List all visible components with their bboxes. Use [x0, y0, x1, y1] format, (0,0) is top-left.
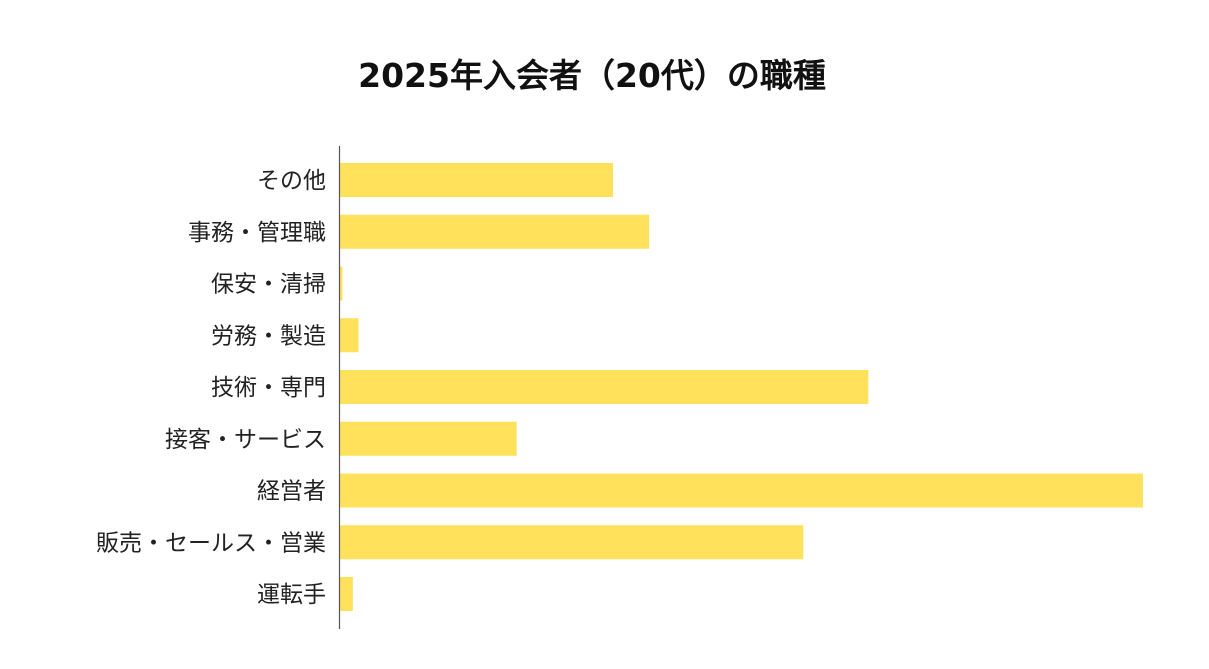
bar-8: [340, 577, 353, 611]
bar-1: [340, 214, 650, 249]
bar-5: [340, 421, 517, 456]
bar-6: [340, 473, 1143, 508]
bar-0: [340, 163, 614, 197]
category-label-6: 経営者: [257, 479, 326, 505]
category-label-1: 事務・管理職: [188, 220, 326, 246]
category-label-0: その他: [257, 168, 326, 194]
bar-4: [340, 370, 869, 404]
bars-group: [340, 163, 1143, 611]
bar-7: [340, 525, 804, 560]
category-label-7: 販売・セールス・営業: [96, 530, 326, 556]
category-label-8: 運転手: [257, 582, 326, 608]
bar-3: [340, 318, 359, 353]
category-labels-group: その他事務・管理職保安・清掃労務・製造技術・専門接客・サービス経営者販売・セール…: [96, 168, 326, 608]
category-label-2: 保安・清掃: [211, 272, 326, 298]
category-label-5: 接客・サービス: [165, 427, 326, 453]
category-label-4: 技術・専門: [211, 375, 326, 401]
category-label-3: 労務・製造: [211, 323, 326, 349]
chart-title: 2025年入会者（20代）の職種: [358, 56, 826, 95]
bar-2: [340, 266, 343, 301]
